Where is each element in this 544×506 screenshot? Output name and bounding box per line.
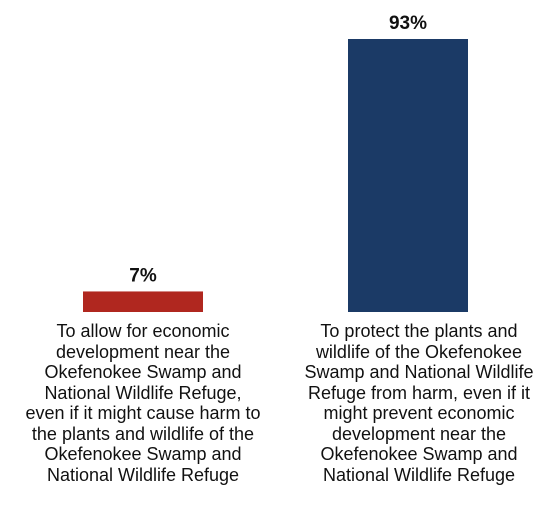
data-label-0: 7% [129,265,157,286]
bar-1 [348,39,468,312]
category-label-economic-development: To allow for economic development near t… [25,321,261,485]
data-label-1: 93% [389,13,427,34]
category-label-protect-wildlife: To protect the plants and wildlife of th… [304,321,534,485]
bar-0 [83,291,203,312]
